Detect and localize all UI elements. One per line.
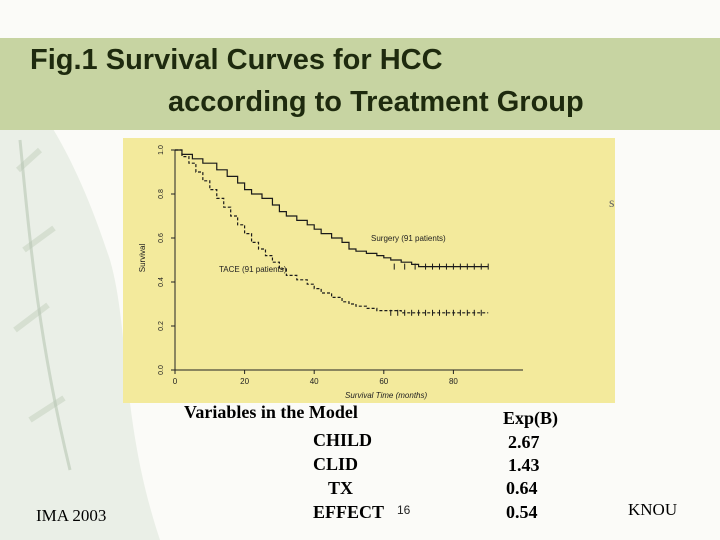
- legend-surgery: Surgery (91 patients): [371, 234, 446, 243]
- y-tick-label: 0.4: [158, 277, 165, 287]
- y-tick-label: 1.0: [158, 145, 165, 155]
- footer-left: IMA 2003: [36, 506, 107, 525]
- title-banner: [0, 38, 720, 130]
- footer-right: KNOU: [628, 500, 678, 519]
- value-clid: 1.43: [508, 455, 540, 475]
- x-tick-label: 0: [173, 377, 178, 386]
- exp-header: Exp(B): [503, 408, 559, 428]
- variable-effect: EFFECT: [313, 502, 385, 522]
- y-tick-label: 0.8: [158, 189, 165, 199]
- x-tick-label: 40: [310, 377, 319, 386]
- stray-mark: s: [609, 196, 615, 211]
- variable-tx: TX: [328, 478, 354, 498]
- y-tick-label: 0.6: [158, 233, 165, 243]
- survival-curves: [175, 149, 489, 316]
- legend-tace: TACE (91 patients): [219, 265, 287, 274]
- value-tx: 0.64: [506, 478, 538, 498]
- variable-clid: CLID: [313, 454, 359, 474]
- x-tick-label: 60: [379, 377, 388, 386]
- chart-panel: [123, 138, 615, 403]
- y-tick-label: 0.0: [158, 365, 165, 375]
- slide-title-line-1: Fig.1 Survival Curves for HCC: [30, 44, 443, 76]
- page-number: 16: [397, 503, 411, 517]
- x-tick-label: 20: [240, 377, 249, 386]
- x-axis-label: Survival Time (months): [345, 391, 428, 400]
- variable-child: CHILD: [313, 430, 373, 450]
- variables-header: Variables in the Model: [184, 402, 358, 422]
- value-effect: 0.54: [506, 502, 538, 522]
- y-tick-label: 0.2: [158, 321, 165, 331]
- slide-title-line-2: according to Treatment Group: [168, 86, 584, 118]
- axis-ticks: 0.0 0.2 0.4 0.6 0.8 1.0 0 20 40 60 80: [158, 145, 458, 386]
- survival-chart: Survival Time (months) Survival 0.00.20.…: [138, 145, 523, 400]
- x-tick-label: 80: [449, 377, 458, 386]
- tace-curve: [175, 149, 489, 314]
- surgery-curve: [175, 149, 489, 268]
- y-axis-label: Survival: [138, 244, 147, 273]
- value-child: 2.67: [508, 432, 540, 452]
